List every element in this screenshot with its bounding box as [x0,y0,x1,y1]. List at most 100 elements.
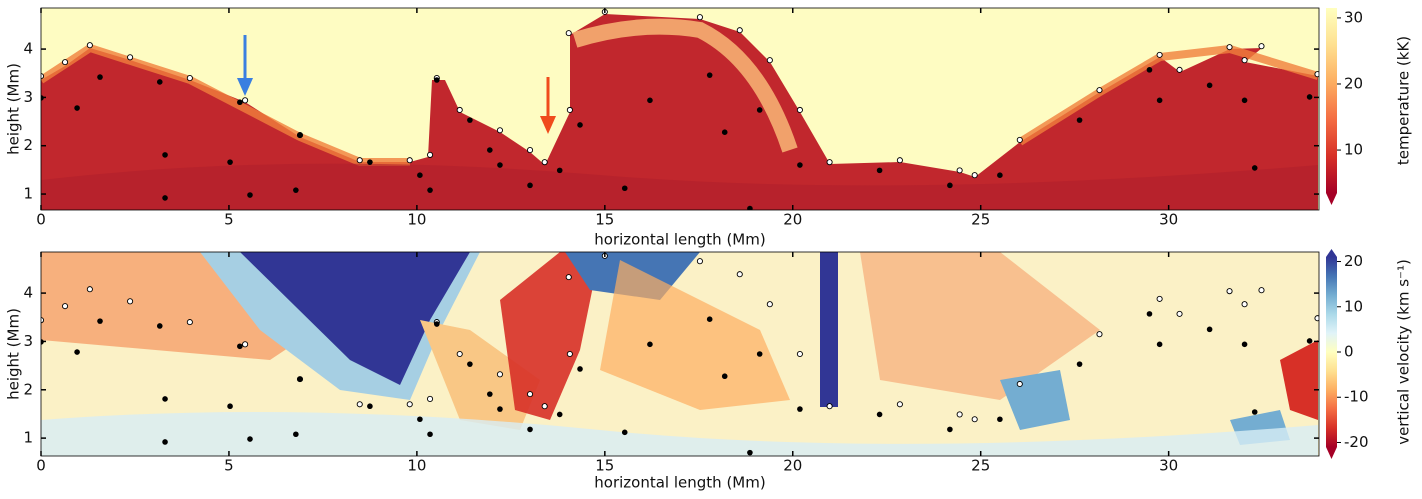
open-marker [971,172,978,179]
y-tick-label: 4 [23,40,33,58]
filled-marker [647,341,653,348]
open-marker [1176,66,1183,73]
filled-marker [1306,94,1313,100]
x-tick-label: 20 [783,457,802,475]
filled-marker [1076,361,1083,367]
colorbar-tick-label: 0 [1344,343,1354,361]
filled-marker [497,406,503,412]
open-marker [496,371,504,378]
plot-frame [40,251,1320,457]
filled-marker [97,318,103,324]
open-marker [127,54,134,61]
filled-marker [1146,311,1153,317]
open-marker [1314,315,1319,322]
y-tick-label: 2 [23,380,33,398]
open-marker [956,167,963,174]
filled-marker [876,411,883,418]
open-marker [826,403,833,410]
filled-marker [237,99,243,106]
filled-marker [227,403,233,410]
x-tick-label: 5 [224,211,234,229]
open-marker [406,401,413,408]
filled-marker [721,373,728,380]
open-marker [86,42,93,49]
open-marker [1156,51,1163,58]
filled-marker [297,376,303,382]
filled-marker [162,195,168,201]
filled-marker [367,403,373,410]
filled-marker [706,316,713,322]
y-tick-label: 4 [23,284,33,302]
filled-marker [434,321,440,327]
filled-marker [156,79,163,85]
open-marker [242,341,249,348]
open-marker [971,416,978,423]
filled-marker [297,132,303,138]
x-axis-label: horizontal length (Mm) [594,231,765,249]
open-marker [1241,301,1248,308]
open-marker [796,106,803,114]
colorbar-tick-label: -10 [1344,388,1369,406]
filled-marker [621,185,628,192]
filled-marker [237,343,243,350]
open-marker [736,27,743,34]
filled-marker [1146,67,1153,73]
filled-marker [756,107,763,113]
open-marker [496,127,504,134]
filled-marker [417,172,423,179]
colorbar-extend [1326,193,1337,205]
filled-marker [797,406,803,412]
open-marker [356,401,363,408]
x-tick-label: 30 [1159,457,1178,475]
filled-marker [747,449,753,456]
open-marker [1258,287,1265,294]
x-tick-label: 0 [36,211,46,229]
colorbar-extend [1326,447,1337,459]
markers [41,252,1319,456]
filled-marker [1306,338,1313,344]
x-tick-label: 30 [1159,211,1178,229]
x-tick-label: 0 [36,457,46,475]
filled-marker [427,187,433,193]
filled-marker [467,361,473,367]
filled-marker [756,351,763,357]
filled-marker [417,416,423,423]
open-marker [736,271,743,278]
filled-marker [556,167,563,174]
temperature-map [41,8,1319,210]
filled-marker [876,167,883,174]
filled-marker [487,391,493,397]
filled-marker [1241,97,1248,104]
open-marker [1314,71,1319,78]
filled-marker [1156,341,1163,348]
open-marker [62,59,69,66]
filled-marker [721,129,728,135]
filled-marker [997,172,1003,179]
filled-marker [434,77,440,83]
colorbar-tick-label: 30 [1344,8,1363,26]
filled-marker [647,97,653,104]
filled-marker [1076,117,1083,123]
open-marker [1226,288,1233,295]
open-marker [541,403,548,410]
filled-marker [162,439,168,445]
filled-marker [747,205,753,210]
filled-marker [162,152,168,158]
filled-marker [1241,341,1248,348]
filled-marker [293,187,299,193]
colorbar-tick-label: -20 [1344,433,1369,451]
y-tick-label: 3 [23,332,33,350]
colorbar-extend [1326,249,1337,257]
open-marker [456,106,463,114]
colorbar [1326,8,1337,193]
open-marker [526,147,534,154]
open-marker [1258,43,1265,50]
colorbar-tick-label: 20 [1344,74,1363,92]
filled-marker [227,159,233,165]
open-marker [896,401,903,408]
y-tick-label: 1 [23,185,33,203]
filled-marker [74,349,80,355]
filled-marker [706,72,713,78]
x-tick-label: 10 [407,457,426,475]
